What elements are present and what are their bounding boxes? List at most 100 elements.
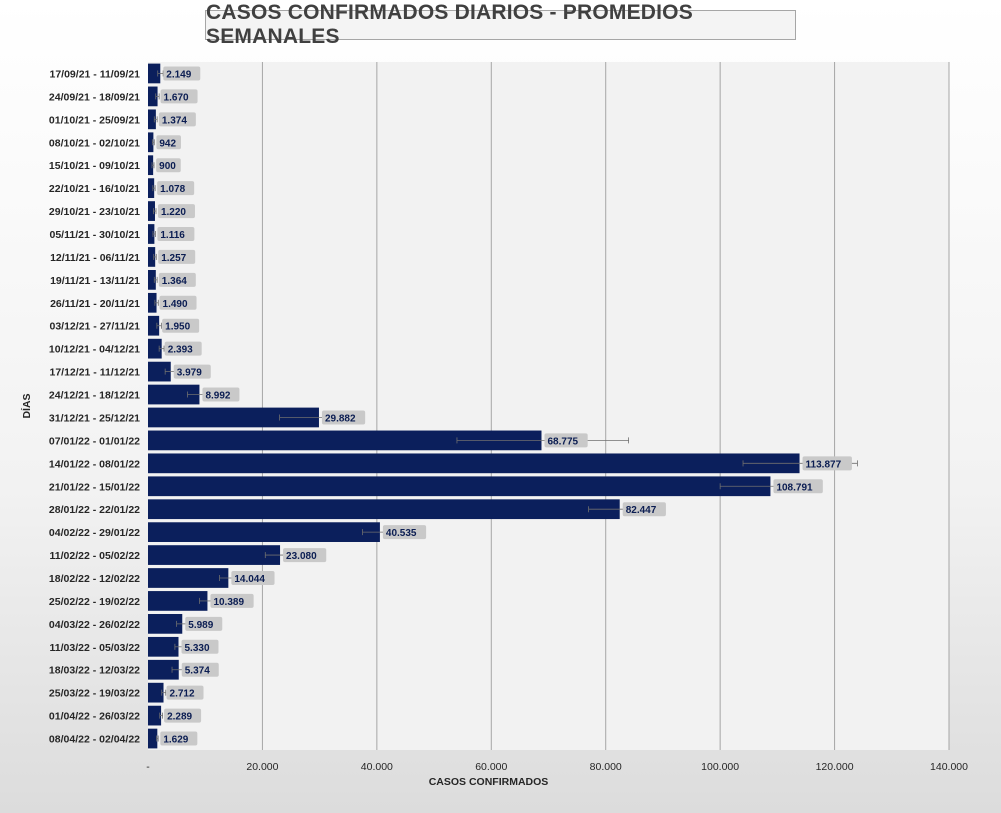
x-tick-label: 80.000 — [590, 761, 622, 773]
y-tick-label: 25/02/22 - 19/02/22 — [49, 596, 140, 608]
y-tick-label: 14/01/22 - 08/01/22 — [49, 458, 140, 470]
y-tick-label: 08/04/22 - 02/04/22 — [49, 734, 140, 746]
bar — [148, 86, 158, 107]
data-label-bg — [160, 89, 198, 104]
x-tick-label: 120.000 — [816, 761, 854, 773]
bar — [148, 682, 164, 703]
data-label-bg — [181, 662, 219, 677]
data-label: 113.877 — [806, 459, 842, 470]
data-label-bg — [382, 525, 427, 540]
y-tick-label: 11/02/22 - 05/02/22 — [50, 550, 141, 562]
data-label-bg — [159, 295, 197, 310]
data-label: 82.447 — [626, 505, 657, 516]
bar — [148, 499, 620, 520]
data-label: 2.149 — [166, 69, 191, 80]
bar — [148, 247, 156, 267]
data-label-bg — [162, 318, 200, 333]
y-tick-label: 12/11/21 - 06/11/21 — [50, 252, 140, 264]
data-label: 1.078 — [160, 184, 185, 195]
bar — [148, 568, 229, 588]
bar — [148, 63, 161, 84]
bar — [148, 270, 156, 290]
x-tick-label: - — [146, 761, 150, 773]
data-label: 900 — [159, 161, 176, 172]
data-label: 23.080 — [286, 551, 317, 562]
data-label: 1.374 — [162, 115, 187, 126]
y-tick-label: 24/09/21 - 18/09/21 — [49, 91, 140, 103]
bar — [148, 201, 155, 221]
data-label-bg — [622, 502, 666, 517]
data-label: 1.220 — [161, 207, 186, 218]
y-tick-label: 24/12/21 - 18/12/21 — [49, 390, 140, 402]
data-label-bg — [164, 708, 202, 723]
data-label-bg — [202, 387, 240, 402]
y-tick-label: 15/10/21 - 09/10/21 — [49, 160, 140, 172]
y-tick-label: 21/01/22 - 15/01/22 — [49, 481, 140, 493]
data-label: 68.775 — [547, 436, 578, 447]
data-label-bg — [158, 112, 196, 127]
data-label-bg — [157, 181, 195, 196]
x-tick-label: 60.000 — [475, 761, 507, 773]
y-tick-label: 08/10/21 - 02/10/21 — [49, 137, 140, 149]
y-tick-label: 03/12/21 - 27/11/21 — [50, 321, 141, 333]
bar — [148, 109, 156, 130]
data-label-bg — [166, 685, 204, 700]
data-label: 1.116 — [160, 230, 185, 241]
y-tick-label: 04/02/22 - 29/01/22 — [49, 527, 140, 539]
bar — [148, 430, 542, 451]
data-label-bg — [156, 158, 181, 173]
y-tick-label: 22/10/21 - 16/10/21 — [49, 183, 140, 195]
data-label: 10.389 — [213, 597, 244, 608]
bar — [148, 361, 171, 382]
bar — [148, 659, 179, 680]
y-tick-label: 05/11/21 - 30/10/21 — [50, 229, 141, 241]
y-tick-label: 18/02/22 - 12/02/22 — [49, 573, 140, 585]
data-label-bg — [544, 433, 588, 448]
bar — [148, 178, 155, 198]
bar — [148, 407, 319, 428]
x-tick-label: 140.000 — [930, 761, 968, 773]
y-tick-label: 17/12/21 - 11/12/21 — [50, 367, 141, 379]
data-label: 1.950 — [165, 322, 190, 333]
data-label-bg — [210, 593, 254, 608]
data-label: 5.374 — [185, 666, 210, 677]
bar — [148, 224, 155, 244]
bar — [148, 591, 208, 611]
y-tick-label: 29/10/21 - 23/10/21 — [49, 206, 140, 218]
data-label: 2.712 — [170, 689, 195, 700]
y-tick-label: 01/10/21 - 25/09/21 — [49, 114, 140, 126]
bar — [148, 338, 162, 359]
y-tick-label: 04/03/22 - 26/02/22 — [49, 619, 140, 631]
data-label-bg — [321, 410, 366, 425]
bar — [148, 292, 157, 313]
data-label-bg — [157, 227, 195, 241]
data-label-bg — [160, 731, 198, 746]
data-label-bg — [773, 479, 823, 494]
bar — [148, 545, 281, 565]
y-tick-label: 11/03/22 - 05/03/22 — [50, 642, 141, 654]
bar — [148, 636, 179, 657]
data-label: 1.490 — [163, 299, 188, 310]
data-label: 8.992 — [205, 391, 230, 402]
data-label: 5.989 — [188, 620, 213, 631]
y-tick-label: 19/11/21 - 13/11/21 — [50, 275, 140, 287]
data-label: 3.979 — [177, 368, 202, 379]
data-label-bg — [158, 272, 196, 287]
data-label-bg — [156, 135, 181, 150]
x-tick-label: 100.000 — [701, 761, 739, 773]
data-label-bg — [231, 571, 275, 585]
data-label: 14.044 — [234, 574, 265, 585]
data-label: 1.670 — [164, 92, 189, 103]
y-tick-label: 17/09/21 - 11/09/21 — [50, 68, 141, 80]
data-label-bg — [283, 548, 327, 563]
y-tick-label: 10/12/21 - 04/12/21 — [49, 344, 140, 356]
y-tick-label: 25/03/22 - 19/03/22 — [49, 688, 140, 700]
data-label-bg — [185, 616, 223, 631]
data-label: 942 — [159, 138, 176, 149]
data-label: 29.882 — [325, 413, 356, 424]
bar — [148, 453, 800, 474]
y-tick-label: 01/04/22 - 26/03/22 — [49, 711, 140, 723]
bar — [148, 476, 771, 497]
bar — [148, 728, 158, 749]
